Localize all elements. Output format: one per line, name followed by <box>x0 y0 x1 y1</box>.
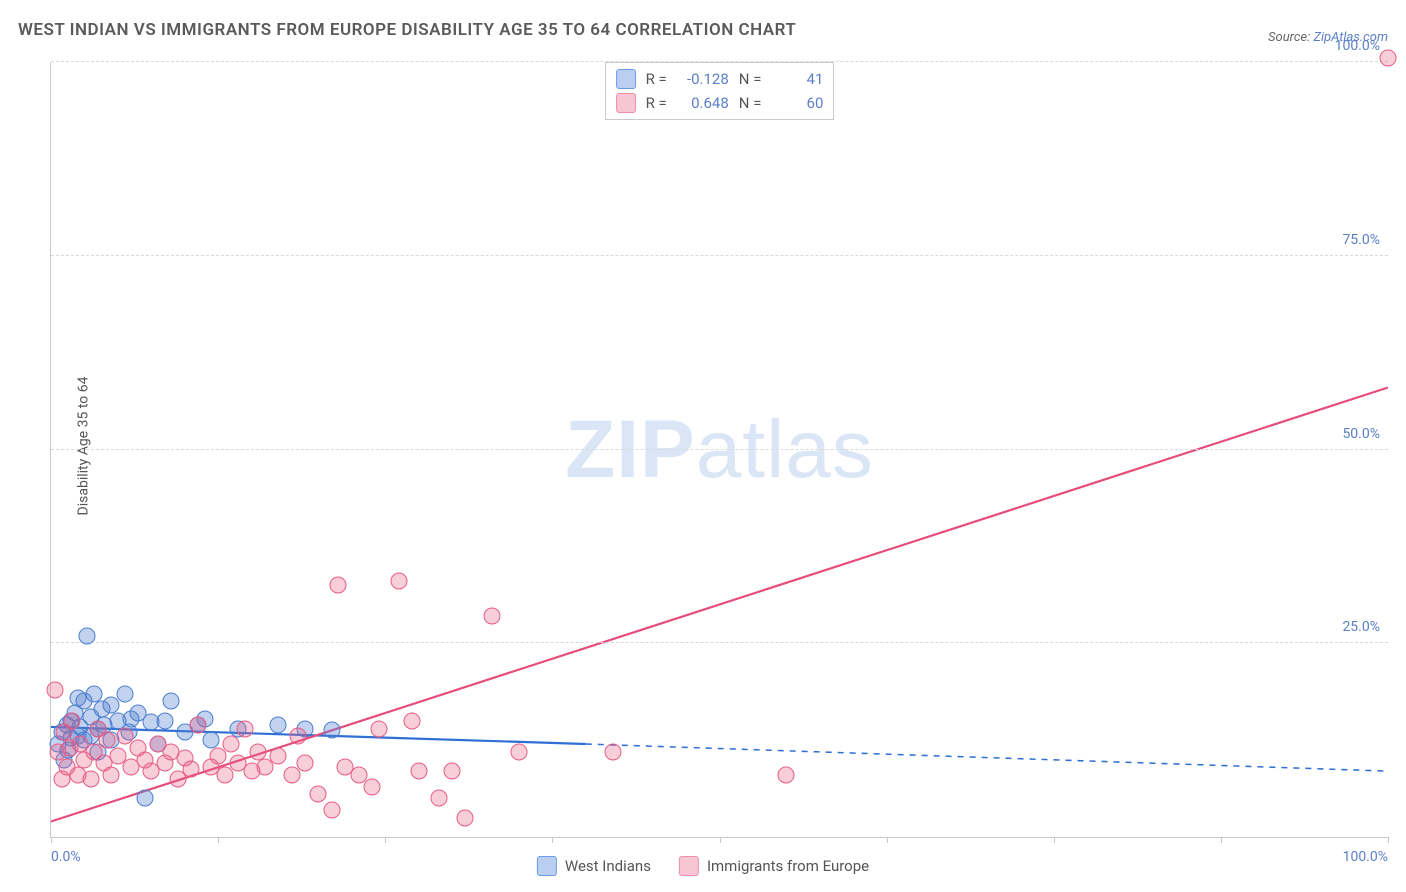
gridline <box>51 255 1388 256</box>
legend-swatch <box>616 93 636 113</box>
y-tick-label: 50.0% <box>1342 426 1380 442</box>
scatter-point <box>79 627 96 644</box>
x-tick <box>51 837 52 843</box>
trend-line-dashed <box>586 744 1388 771</box>
x-tick-label: 0.0% <box>51 849 81 865</box>
stats-legend-box: R = -0.128 N = 41 R = 0.648 N = 60 <box>605 62 835 120</box>
scatter-point <box>223 736 240 753</box>
stats-r-value: -0.128 <box>677 70 729 88</box>
scatter-point <box>310 786 327 803</box>
y-tick-label: 25.0% <box>1342 619 1380 635</box>
y-tick-label: 100.0% <box>1335 38 1380 54</box>
scatter-point <box>156 712 173 729</box>
scatter-point <box>410 763 427 780</box>
gridline <box>51 642 1388 643</box>
scatter-point <box>430 790 447 807</box>
scatter-point <box>236 720 253 737</box>
scatter-point <box>390 573 407 590</box>
scatter-point <box>297 755 314 772</box>
stats-n-label: N = <box>739 70 762 88</box>
scatter-point <box>64 712 81 729</box>
chart-area: ZIPatlas R = -0.128 N = 41 R = 0.648 N = 60 25.… <box>50 62 1388 838</box>
x-tick <box>887 837 888 843</box>
scatter-point <box>85 685 102 702</box>
x-tick <box>1054 837 1055 843</box>
scatter-point <box>457 809 474 826</box>
stats-row: R = -0.128 N = 41 <box>616 67 824 91</box>
scatter-point <box>363 778 380 795</box>
scatter-point <box>330 577 347 594</box>
scatter-point <box>190 716 207 733</box>
scatter-point <box>250 743 267 760</box>
scatter-point <box>484 608 501 625</box>
x-tick <box>552 837 553 843</box>
scatter-point <box>203 732 220 749</box>
chart-title: WEST INDIAN VS IMMIGRANTS FROM EUROPE DI… <box>18 20 796 40</box>
stats-r-label: R = <box>646 94 667 112</box>
scatter-point <box>370 720 387 737</box>
scatter-point <box>270 716 287 733</box>
scatter-point <box>256 759 273 776</box>
scatter-point <box>290 728 307 745</box>
legend-label: West Indians <box>565 857 651 875</box>
x-tick <box>1388 837 1389 843</box>
stats-n-value: 60 <box>771 94 823 112</box>
scatter-point <box>163 693 180 710</box>
scatter-point <box>604 743 621 760</box>
source-label: Source: <box>1268 30 1310 45</box>
scatter-point <box>323 801 340 818</box>
watermark: ZIPatlas <box>565 403 874 497</box>
scatter-point <box>103 767 120 784</box>
scatter-point <box>270 747 287 764</box>
trend-lines-layer <box>51 62 1388 837</box>
x-tick <box>720 837 721 843</box>
gridline <box>51 61 1388 62</box>
stats-row: R = 0.648 N = 60 <box>616 91 824 115</box>
plot-region: ZIPatlas R = -0.128 N = 41 R = 0.648 N = 60 25.… <box>50 62 1388 838</box>
x-tick <box>218 837 219 843</box>
legend-swatch <box>616 69 636 89</box>
x-tick <box>385 837 386 843</box>
stats-r-label: R = <box>646 70 667 88</box>
scatter-point <box>1380 50 1397 67</box>
scatter-point <box>136 790 153 807</box>
stats-n-label: N = <box>739 94 762 112</box>
legend-swatch <box>537 856 557 876</box>
scatter-point <box>323 722 340 739</box>
legend-item: West Indians <box>537 856 651 876</box>
y-tick-label: 75.0% <box>1342 232 1380 248</box>
gridline <box>51 449 1388 450</box>
scatter-point <box>778 767 795 784</box>
stats-n-value: 41 <box>771 70 823 88</box>
scatter-point <box>216 767 233 784</box>
x-tick <box>1221 837 1222 843</box>
scatter-point <box>510 743 527 760</box>
scatter-point <box>103 697 120 714</box>
scatter-point <box>47 681 64 698</box>
scatter-point <box>403 712 420 729</box>
stats-r-value: 0.648 <box>677 94 729 112</box>
scatter-point <box>183 760 200 777</box>
scatter-point <box>83 770 100 787</box>
legend-swatch <box>679 856 699 876</box>
scatter-point <box>283 767 300 784</box>
scatter-point <box>210 747 227 764</box>
x-tick-label: 100.0% <box>1343 849 1388 865</box>
scatter-point <box>99 732 116 749</box>
scatter-point <box>444 763 461 780</box>
scatter-point <box>116 685 133 702</box>
bottom-legend: West Indians Immigrants from Europe <box>537 856 869 876</box>
legend-item: Immigrants from Europe <box>679 856 869 876</box>
legend-label: Immigrants from Europe <box>707 857 869 875</box>
